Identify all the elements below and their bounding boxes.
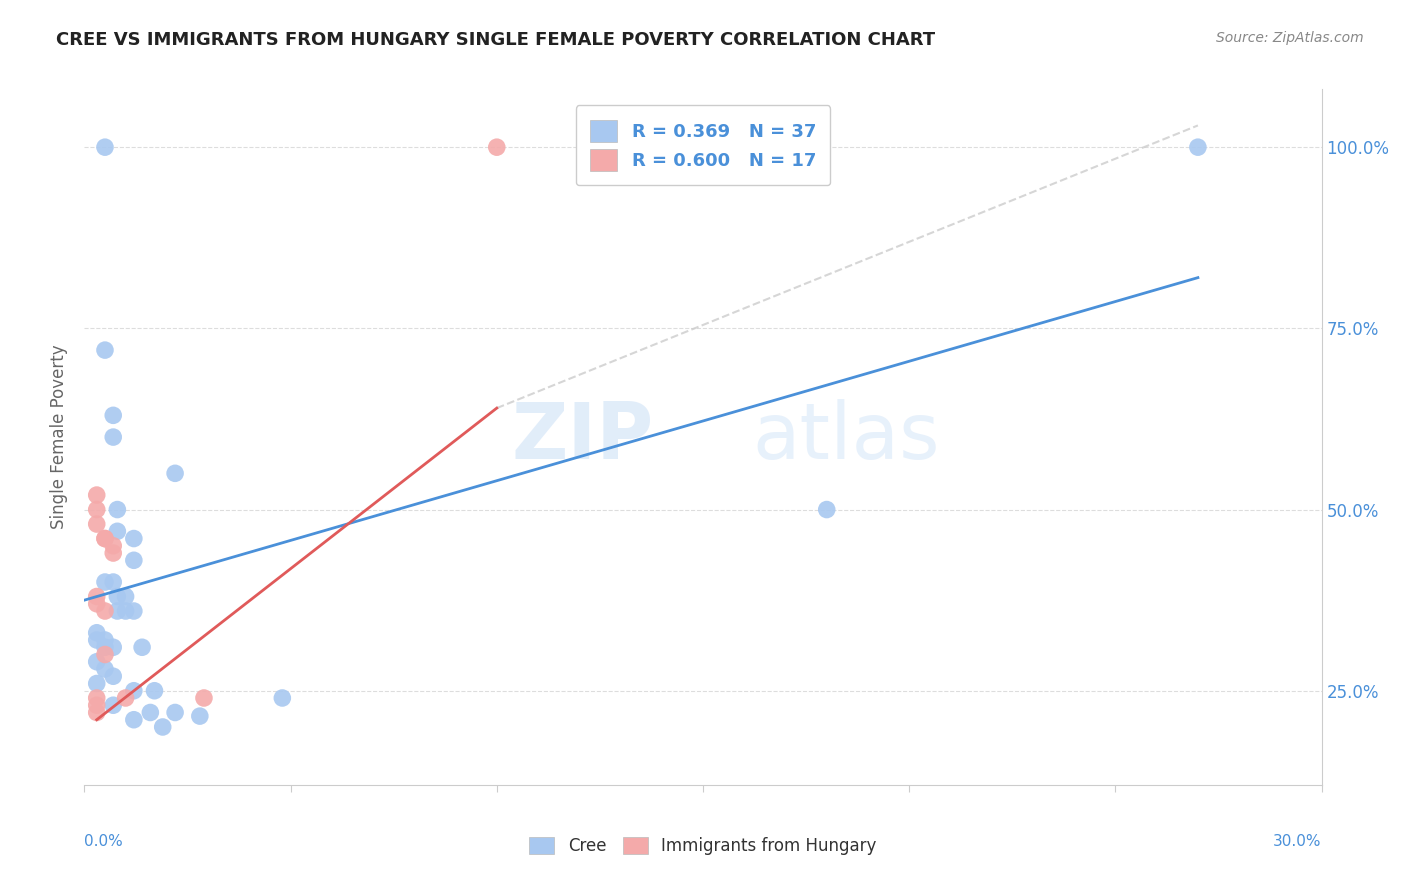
Text: CREE VS IMMIGRANTS FROM HUNGARY SINGLE FEMALE POVERTY CORRELATION CHART: CREE VS IMMIGRANTS FROM HUNGARY SINGLE F… (56, 31, 935, 49)
Point (86, 655, 108, 669)
Point (103, 546, 125, 560)
Point (193, 690, 215, 705)
Point (131, 640, 153, 655)
Point (94, 343, 117, 358)
Point (94, 648, 117, 662)
Point (143, 683, 166, 698)
Point (105, 502, 128, 516)
Point (103, 539, 125, 553)
Point (86, 488, 108, 502)
Point (86, 690, 108, 705)
Point (86, 590, 108, 604)
Legend: R = 0.369   N = 37, R = 0.600   N = 17: R = 0.369 N = 37, R = 0.600 N = 17 (575, 105, 831, 186)
Point (114, 604, 136, 618)
Point (86, 633, 108, 648)
Point (139, 706, 162, 720)
Point (105, 590, 128, 604)
Point (485, 140, 508, 154)
Point (103, 430, 125, 444)
Point (103, 409, 125, 423)
Y-axis label: Single Female Poverty: Single Female Poverty (51, 345, 69, 529)
Point (86, 625, 108, 640)
Point (122, 713, 145, 727)
Point (94, 532, 117, 546)
Point (114, 690, 136, 705)
Point (271, 690, 294, 705)
Point (94, 532, 117, 546)
Point (188, 709, 211, 723)
Point (105, 524, 128, 539)
Point (103, 574, 125, 589)
Point (86, 517, 108, 532)
Point (103, 669, 125, 683)
Point (94, 140, 117, 154)
Point (86, 676, 108, 690)
Text: atlas: atlas (752, 399, 941, 475)
Point (105, 604, 128, 618)
Point (815, 502, 838, 516)
Point (114, 590, 136, 604)
Point (165, 706, 187, 720)
Point (86, 597, 108, 611)
Point (94, 604, 117, 618)
Point (94, 574, 117, 589)
Point (103, 698, 125, 713)
Point (152, 720, 174, 734)
Point (1187, 140, 1209, 154)
Point (94, 640, 117, 655)
Text: 30.0%: 30.0% (1274, 834, 1322, 849)
Point (94, 633, 117, 648)
Point (103, 640, 125, 655)
Point (122, 532, 145, 546)
Text: Source: ZipAtlas.com: Source: ZipAtlas.com (1216, 31, 1364, 45)
Point (122, 553, 145, 567)
Point (165, 467, 187, 481)
Point (122, 604, 145, 618)
Text: 0.0%: 0.0% (84, 834, 124, 849)
Point (86, 698, 108, 713)
Text: ZIP: ZIP (512, 399, 654, 475)
Point (94, 662, 117, 676)
Legend: Cree, Immigrants from Hungary: Cree, Immigrants from Hungary (523, 830, 883, 862)
Point (86, 502, 108, 516)
Point (86, 706, 108, 720)
Point (122, 683, 145, 698)
